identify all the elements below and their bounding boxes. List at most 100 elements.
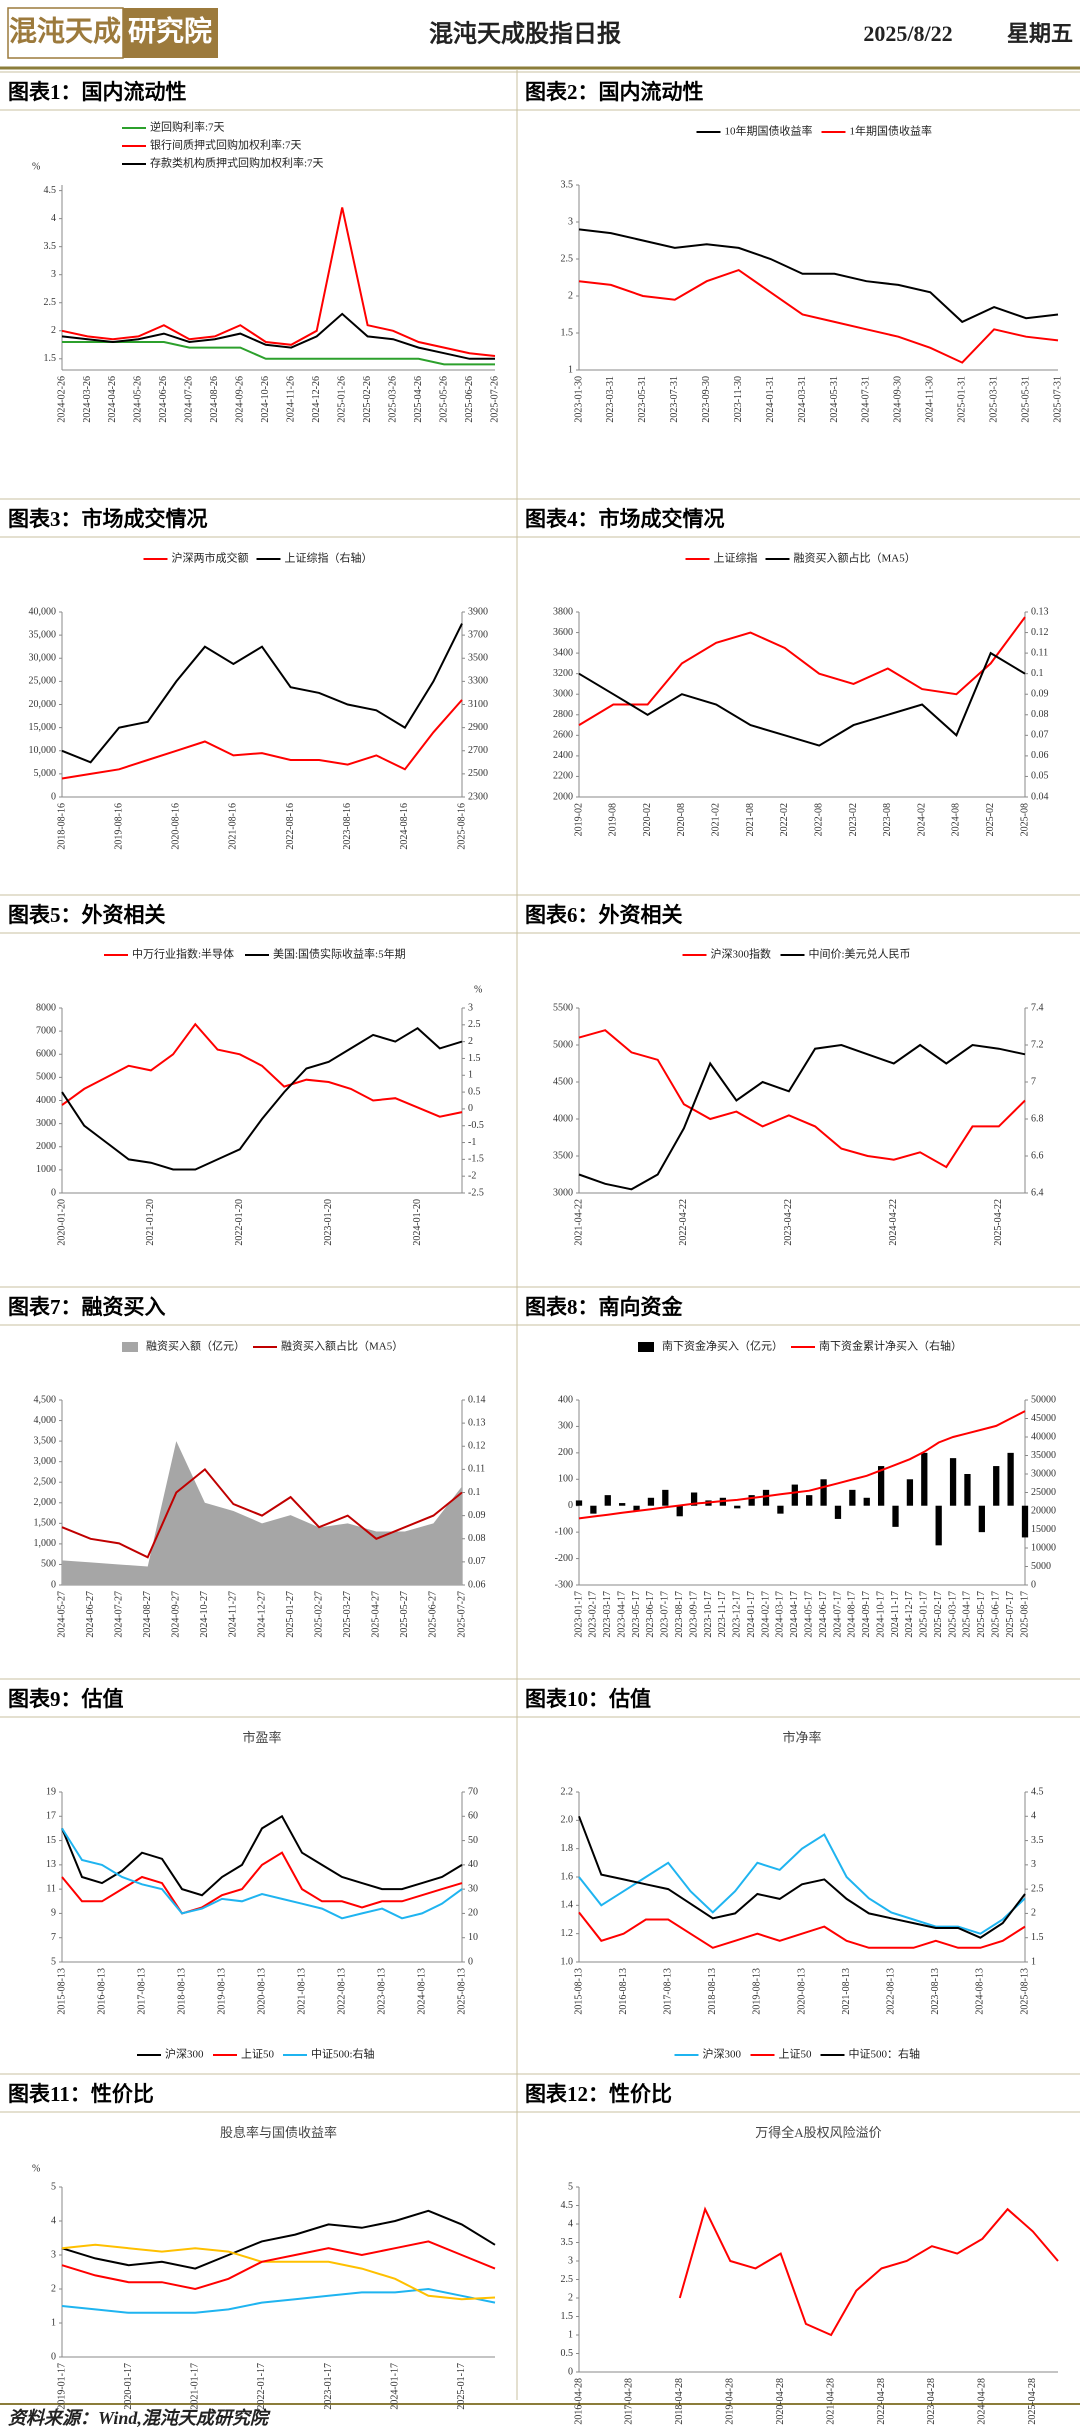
chart-title: 图表3：市场成交情况 bbox=[8, 507, 208, 531]
y2-tick-label: 0.13 bbox=[1031, 606, 1049, 617]
chart-title: 图表7：融资买入 bbox=[8, 1295, 166, 1319]
x-tick-label: 2024-11-30 bbox=[925, 376, 936, 422]
x-tick-label: 2018-08-13 bbox=[176, 1968, 187, 2015]
x-tick-label: 2025-02 bbox=[985, 803, 996, 836]
y-tick-label: 3000 bbox=[36, 1118, 56, 1129]
x-tick-label: 2021-01-17 bbox=[190, 2363, 201, 2410]
x-tick-label: 2025-02-26 bbox=[362, 376, 373, 423]
x-tick-label: 2024-03-26 bbox=[82, 376, 93, 423]
y-tick-label: 3.5 bbox=[561, 2237, 574, 2248]
x-tick-label: 2025-01-31 bbox=[956, 376, 967, 423]
chart-title: 图表6：外资相关 bbox=[525, 903, 683, 927]
legend-label: 10年期国债收益率 bbox=[725, 124, 813, 138]
x-tick-label: 2024-08-13 bbox=[975, 1968, 986, 2015]
chart-subtitle: 万得全A股权风险溢价 bbox=[755, 2125, 881, 2140]
legend-label: 沪深300 bbox=[703, 2047, 742, 2061]
y-tick-label: 1.2 bbox=[561, 1928, 574, 1939]
y-tick-label: 3,500 bbox=[34, 1435, 57, 1446]
y2-tick-label: 2 bbox=[1031, 1908, 1036, 1919]
y2-tick-label: 1.5 bbox=[468, 1053, 481, 1064]
x-tick-label: 2024-07-17 bbox=[832, 1591, 843, 1638]
x-tick-label: 2024-04-26 bbox=[107, 376, 118, 423]
x-tick-label: 2025-08-17 bbox=[1019, 1591, 1030, 1638]
x-tick-label: 2024-08-26 bbox=[209, 376, 220, 423]
y2-tick-label: 4 bbox=[1031, 1811, 1036, 1822]
y2-tick-label: -0.5 bbox=[468, 1120, 484, 1131]
x-tick-label: 2023-08-13 bbox=[930, 1968, 941, 2015]
y-tick-label: 3400 bbox=[553, 647, 573, 658]
legend-label: 上证综指（右轴） bbox=[285, 551, 373, 565]
y2-tick-label: 0.11 bbox=[468, 1464, 485, 1475]
chart-title: 图表9：估值 bbox=[8, 1687, 124, 1711]
bar bbox=[806, 1495, 813, 1506]
x-tick-label: 2019-01-17 bbox=[56, 2363, 67, 2410]
chart-title: 图表5：外资相关 bbox=[8, 903, 166, 927]
x-tick-label: 2025-05-17 bbox=[976, 1591, 987, 1638]
y2-tick-label: 0.14 bbox=[468, 1394, 486, 1405]
x-tick-label: 2024-09-26 bbox=[235, 376, 246, 423]
y2-tick-label: 0.09 bbox=[1031, 689, 1049, 700]
x-tick-label: 2018-08-13 bbox=[707, 1968, 718, 2015]
chart-title: 图表10：估值 bbox=[525, 1687, 651, 1711]
x-tick-label: 2023-04-22 bbox=[783, 1199, 794, 1246]
x-tick-label: 2018-08-16 bbox=[56, 803, 67, 850]
legend-swatch bbox=[122, 1342, 138, 1352]
y-tick-label: 2000 bbox=[36, 1141, 56, 1152]
y-tick-label: 4 bbox=[51, 2215, 56, 2226]
legend-label: 南下资金净买入（亿元） bbox=[662, 1339, 783, 1353]
bar bbox=[877, 1466, 885, 1506]
y-tick-label: 3 bbox=[568, 2255, 573, 2266]
x-tick-label: 2023-08-13 bbox=[376, 1968, 387, 2015]
logo-right-box bbox=[123, 8, 218, 58]
y-tick-label: 15 bbox=[46, 1835, 56, 1846]
line bbox=[61, 2287, 496, 2314]
line bbox=[61, 1827, 463, 1920]
x-tick-label: 2023-09-30 bbox=[701, 376, 712, 423]
y2-tick-label: 3 bbox=[1031, 1859, 1036, 1870]
x-tick-label: 2025-04-17 bbox=[962, 1591, 973, 1638]
y-tick-label: 1.4 bbox=[561, 1900, 574, 1911]
y-tick-label: 300 bbox=[558, 1421, 573, 1432]
x-tick-label: 2024-04-28 bbox=[977, 2378, 988, 2425]
x-tick-label: 2024-08-13 bbox=[416, 1968, 427, 2015]
x-tick-label: 2023-07-31 bbox=[669, 376, 680, 423]
x-tick-label: 2024-08-17 bbox=[847, 1591, 858, 1638]
y-tick-label: 2600 bbox=[553, 730, 573, 741]
y-tick-label: 1.5 bbox=[561, 327, 574, 338]
y-tick-label: 4.5 bbox=[44, 185, 57, 196]
y2-tick-label: 40000 bbox=[1031, 1431, 1056, 1442]
x-tick-label: 2025-05-31 bbox=[1020, 376, 1031, 423]
line bbox=[578, 228, 1059, 324]
x-tick-label: 2025-06-17 bbox=[991, 1591, 1002, 1638]
legend-label: 融资买入额（亿元） bbox=[146, 1340, 245, 1353]
y-tick-label: 5 bbox=[51, 1956, 56, 1967]
x-tick-label: 2025-04-26 bbox=[413, 376, 424, 423]
y-tick-label: 4000 bbox=[553, 1113, 573, 1124]
x-tick-label: 2020-08-13 bbox=[256, 1968, 267, 2015]
bar bbox=[834, 1505, 842, 1519]
bar bbox=[978, 1505, 985, 1533]
y2-tick-label: 3 bbox=[468, 1002, 473, 1013]
y-tick-label: 1 bbox=[51, 2317, 56, 2328]
x-tick-label: 2025-07-17 bbox=[1005, 1591, 1016, 1638]
y2-tick-label: 0.05 bbox=[1031, 771, 1049, 782]
y-tick-label: 2.5 bbox=[561, 2274, 574, 2285]
report-weekday: 星期五 bbox=[1007, 21, 1073, 46]
y-tick-label: 100 bbox=[558, 1474, 573, 1485]
area bbox=[62, 1441, 462, 1585]
chart-title: 图表11：性价比 bbox=[8, 2082, 154, 2106]
report-title: 混沌天成股指日报 bbox=[429, 21, 621, 48]
y2-tick-label: 2500 bbox=[468, 768, 488, 779]
line bbox=[578, 616, 1026, 726]
x-tick-label: 2023-08 bbox=[882, 803, 893, 836]
y-tick-label: 5,000 bbox=[34, 768, 57, 779]
y-tick-label: 19 bbox=[46, 1786, 56, 1797]
bar bbox=[820, 1479, 827, 1506]
x-tick-label: 2019-04-28 bbox=[725, 2378, 736, 2425]
x-tick-label: 2024-11-27 bbox=[228, 1591, 239, 1637]
y-tick-label: 2800 bbox=[553, 709, 573, 720]
line bbox=[61, 1022, 463, 1118]
line bbox=[578, 1043, 1026, 1191]
y-tick-label: 1 bbox=[568, 364, 573, 375]
